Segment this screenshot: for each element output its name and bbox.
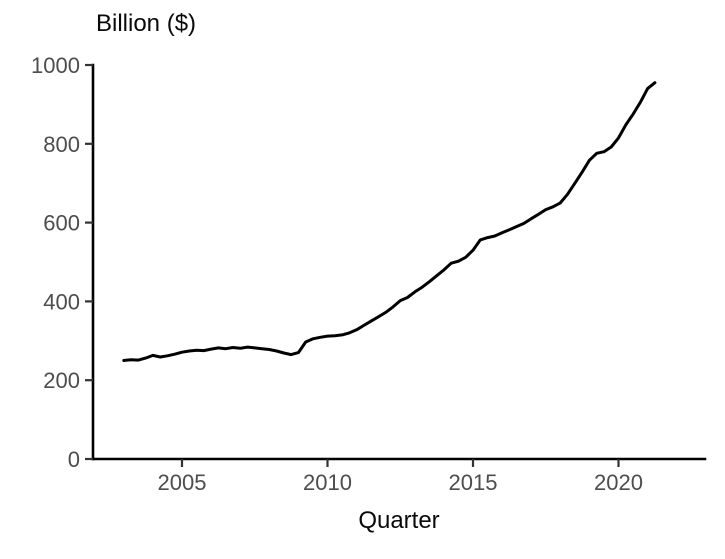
- x-axis-title: Quarter: [358, 507, 440, 534]
- x-tick-label: 2010: [303, 470, 352, 495]
- y-tick-label: 1000: [31, 53, 80, 78]
- y-tick-label: 600: [43, 211, 80, 236]
- data-line: [122, 81, 657, 362]
- x-tick-label: 2020: [594, 470, 643, 495]
- y-tick-label: 400: [43, 289, 80, 314]
- x-tick-label: 2005: [158, 470, 207, 495]
- chart-title: Billion ($): [96, 10, 197, 37]
- y-tick-label: 800: [43, 132, 80, 157]
- x-tick-label: 2015: [449, 470, 498, 495]
- y-tick-label: 200: [43, 368, 80, 393]
- y-tick-label: 0: [68, 447, 80, 472]
